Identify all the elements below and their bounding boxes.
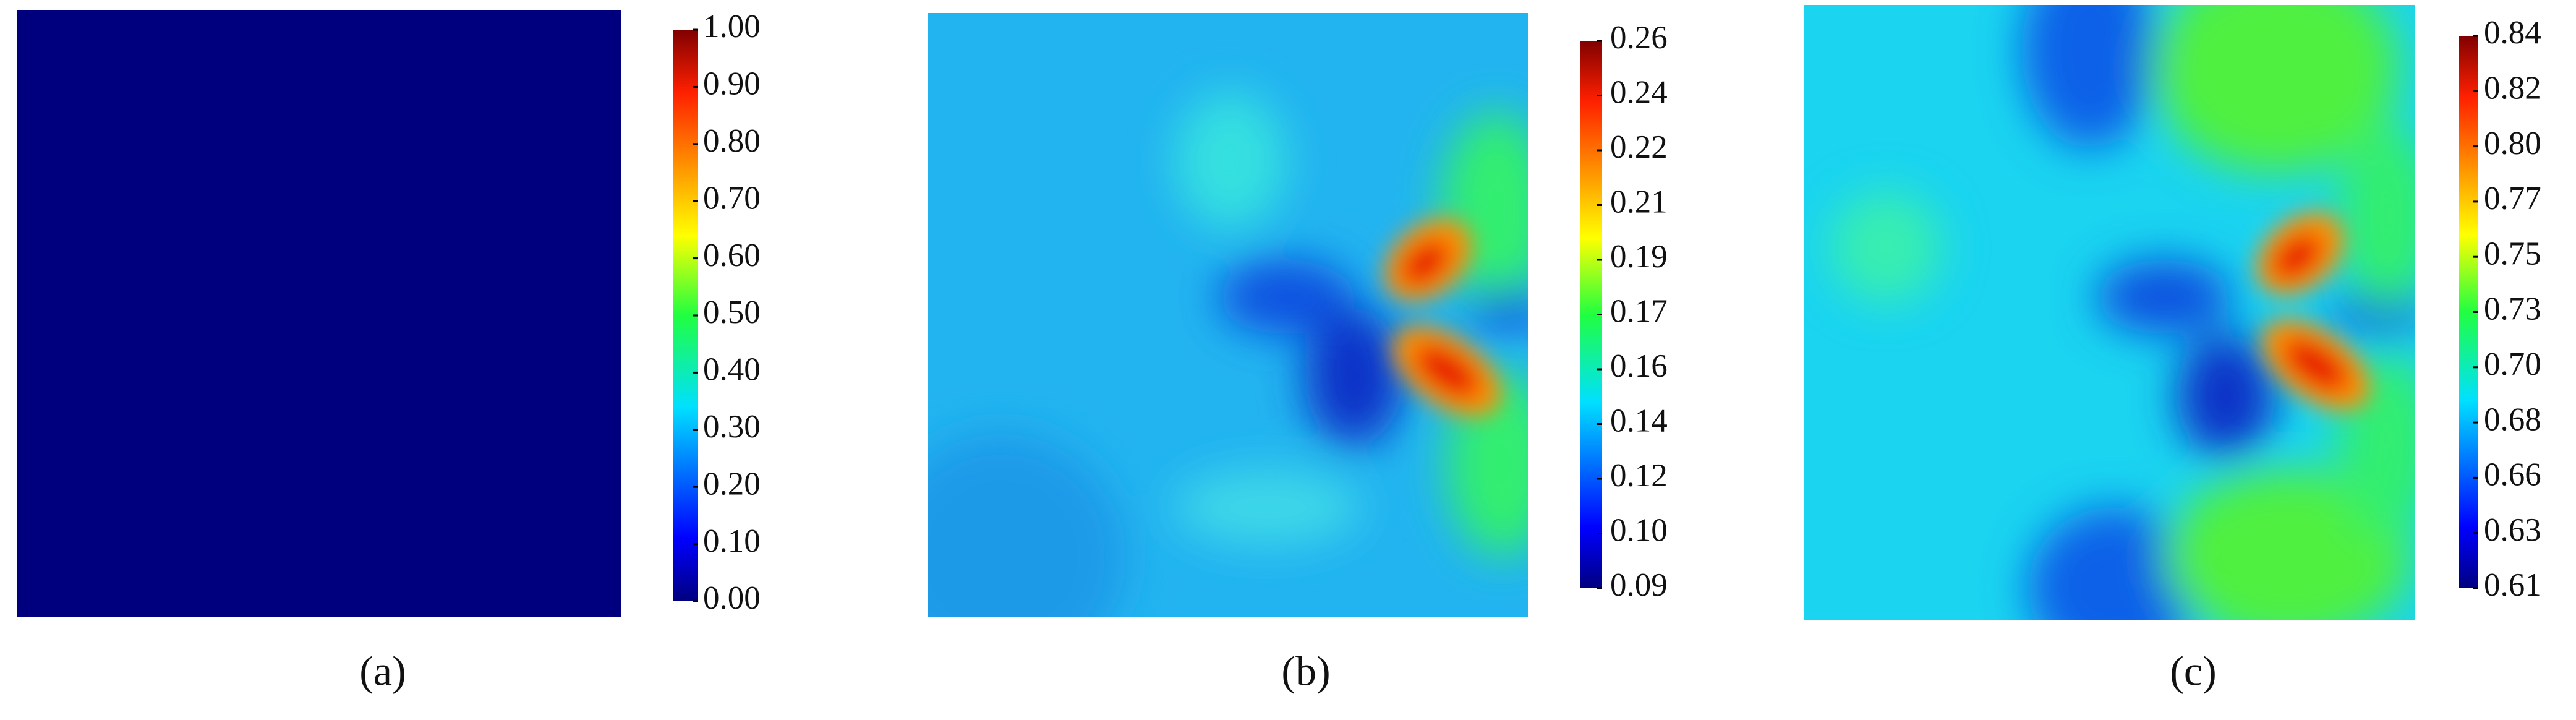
colorbar-tick-label: 0.61: [2484, 567, 2541, 603]
colorbar-tick-label: 0.00: [703, 580, 761, 616]
colorbar-tick-label: 0.80: [703, 123, 761, 159]
field-image: [17, 10, 621, 617]
colorbar-tick-label: 0.14: [1610, 403, 1668, 439]
field-image: [1804, 5, 2415, 620]
colorbar-tick-label: 0.84: [2484, 15, 2541, 51]
colorbar-tick-label: 0.22: [1610, 129, 1668, 165]
panel-label: (b): [1281, 648, 1330, 695]
colorbar-tick-label: 0.77: [2484, 181, 2541, 216]
field-image: [928, 13, 1528, 617]
panel-label: (c): [2170, 648, 2216, 695]
colorbar-tick-label: 0.90: [703, 66, 761, 102]
colorbar-tick-label: 0.21: [1610, 184, 1668, 220]
colorbar-tick-label: 0.20: [703, 466, 761, 502]
colorbar-tick-label: 0.82: [2484, 70, 2541, 106]
colorbar-tick-label: 0.63: [2484, 512, 2541, 548]
colorbar-tick-label: 0.10: [703, 523, 761, 559]
colorbar-tick-label: 0.10: [1610, 513, 1668, 549]
colorbar-tick-label: 0.17: [1610, 294, 1668, 330]
colorbar-tick-label: 0.12: [1610, 458, 1668, 494]
colorbar-tick-label: 1.00: [703, 9, 761, 45]
colorbar-tick-label: 0.70: [703, 180, 761, 216]
colorbar-tick-label: 0.09: [1610, 567, 1668, 603]
colorbar-tick-label: 0.75: [2484, 236, 2541, 272]
colorbar-tick-label: 0.30: [703, 409, 761, 445]
colorbar-tick-label: 0.16: [1610, 348, 1668, 384]
panel-label: (a): [359, 648, 406, 695]
colorbar-tick-label: 0.50: [703, 294, 761, 330]
colorbar-tick-label: 0.80: [2484, 126, 2541, 161]
colorbar-tick-label: 0.68: [2484, 401, 2541, 437]
colorbar-tick-label: 0.66: [2484, 457, 2541, 493]
colorbar-tick-label: 0.19: [1610, 239, 1668, 275]
colorbar-tick-label: 0.26: [1610, 20, 1668, 56]
colorbar-tick-label: 0.40: [703, 352, 761, 388]
colorbar-tick-label: 0.70: [2484, 346, 2541, 382]
colorbar-tick-label: 0.60: [703, 238, 761, 273]
colorbar-tick-label: 0.73: [2484, 291, 2541, 327]
colorbar-tick-label: 0.24: [1610, 75, 1668, 111]
